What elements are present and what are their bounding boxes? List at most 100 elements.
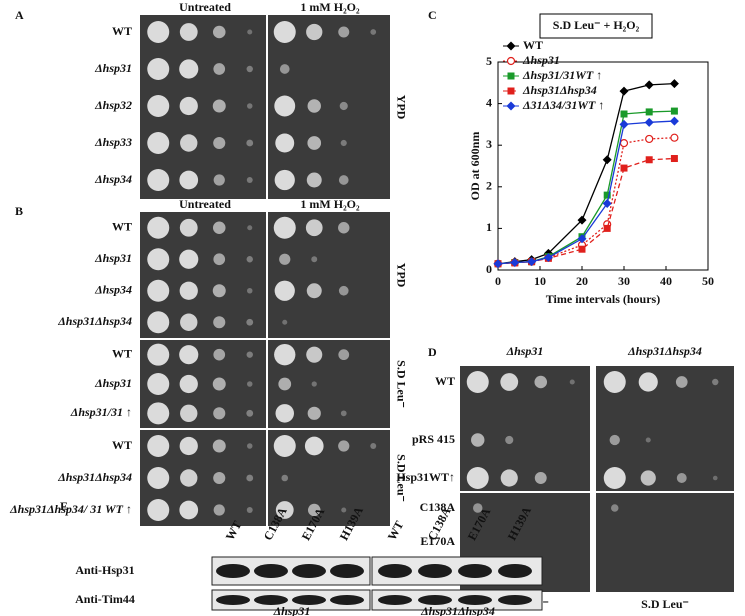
column-header: Untreated [179, 0, 231, 14]
panel-label: C [428, 8, 437, 22]
x-tick-label: 50 [702, 274, 714, 288]
strain-label: WT [112, 346, 132, 360]
colony-spot [611, 504, 619, 512]
colony-spot [275, 501, 294, 519]
blot [211, 589, 371, 611]
marker [493, 259, 503, 269]
colony-spot [212, 25, 226, 39]
marker [603, 191, 611, 199]
band [330, 595, 364, 605]
band [292, 595, 326, 605]
colony-spot [275, 133, 295, 153]
strain-header: Δhsp31Δhsp34 [627, 344, 702, 358]
marker [527, 257, 537, 267]
colony-spot [212, 221, 226, 235]
marker [645, 156, 653, 164]
colony-spot [306, 346, 323, 363]
legend-label: WT [523, 38, 543, 52]
colony-spot [534, 472, 547, 484]
colony-spot [675, 376, 688, 388]
colony-spot [311, 381, 317, 387]
strain-label: Δhsp31/31 ↑ [70, 405, 132, 419]
strain-header: Δhsp31 [506, 344, 544, 358]
colony-spot [338, 175, 349, 185]
colony-spot [247, 288, 253, 294]
colony-spot [147, 435, 170, 457]
colony-spot [180, 404, 198, 423]
colony-spot [213, 316, 226, 329]
column-header: 1 mM H₂O₂ [300, 197, 360, 211]
colony-spot [247, 29, 253, 35]
column-header: 1 mM H₂O₂ [300, 0, 360, 14]
colony-spot [307, 406, 321, 420]
colony-spot [179, 23, 198, 41]
legend-marker [507, 72, 515, 80]
plate [140, 212, 390, 338]
title-box [539, 13, 653, 39]
band [292, 564, 326, 578]
band [216, 595, 250, 605]
colony-spot [147, 499, 170, 521]
colony-spot [246, 318, 254, 326]
row-label: pRS 415 [412, 432, 455, 446]
row-label: C138A [420, 500, 456, 514]
colony-spot [370, 29, 377, 35]
colony-spot [281, 474, 289, 482]
colony-spot [500, 373, 519, 391]
colony-spot [370, 443, 377, 449]
band [378, 564, 412, 578]
y-tick-label: 5 [486, 54, 492, 68]
strain-label: Δhsp34 [94, 283, 132, 297]
column-header: Untreated [179, 197, 231, 211]
band [498, 595, 532, 605]
colony-spot [640, 470, 656, 486]
strain-label: Δhsp32 [94, 98, 132, 112]
colony-spot [247, 103, 253, 109]
colony-spot [609, 434, 620, 446]
colony-spot [340, 139, 347, 147]
x-tick-label: 20 [576, 274, 588, 288]
colony-spot [712, 475, 718, 481]
legend-marker [507, 87, 515, 95]
colony-spot [676, 473, 687, 483]
colony-spot [305, 219, 323, 237]
colony-spot [307, 503, 321, 517]
marker [670, 107, 678, 115]
colony-spot [466, 467, 489, 489]
strain-label: Δhsp31Δhsp34 [57, 470, 132, 484]
colony-spot [213, 136, 226, 150]
strain-label: Δhsp31Δhsp34 [57, 314, 132, 328]
colony-spot [246, 507, 253, 513]
colony-spot [246, 409, 254, 417]
colony-spot [274, 343, 296, 366]
colony-spot [505, 435, 514, 445]
legend-label: Δhsp31Δhsp34 [522, 83, 597, 97]
colony-spot [179, 345, 199, 365]
colony-spot [147, 343, 170, 366]
colony-spot [179, 96, 198, 116]
colony-spot [246, 351, 253, 358]
marker [619, 119, 629, 129]
colony-spot [147, 279, 170, 302]
colony-spot [273, 216, 296, 239]
colony-spot [180, 469, 198, 487]
colony-spot [179, 59, 199, 79]
colony-spot [147, 58, 170, 80]
legend-label: Δhsp31/31WT ↑ [522, 68, 602, 82]
colony-spot [473, 503, 483, 513]
colony-spot [306, 283, 322, 299]
y-tick-label: 1 [486, 220, 492, 234]
colony-spot [275, 404, 294, 423]
strain-label: Δhsp33 [94, 135, 132, 149]
colony-spot [569, 379, 575, 385]
colony-spot [147, 248, 170, 271]
colony-spot [212, 377, 226, 391]
colony-spot [306, 23, 323, 41]
colony-spot [273, 435, 296, 457]
band [458, 564, 492, 578]
antibody-label: Anti-Hsp31 [75, 563, 134, 577]
marker [669, 116, 679, 126]
colony-spot [179, 374, 198, 394]
colony-spot [247, 381, 253, 387]
marker [510, 258, 520, 268]
